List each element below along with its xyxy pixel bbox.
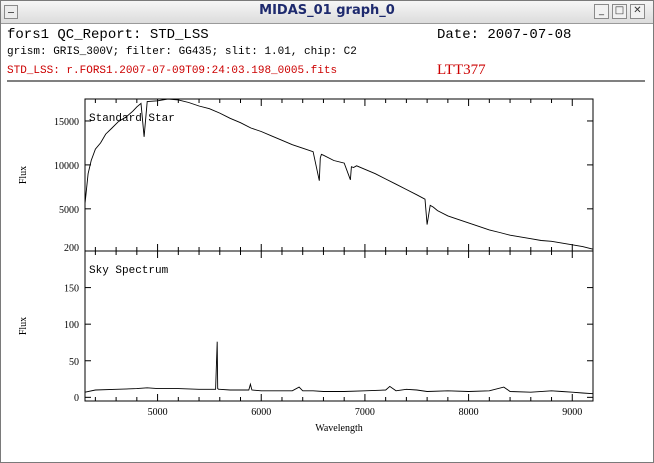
x-tick-label: 6000 [251, 407, 271, 418]
title-bar[interactable]: MIDAS_01 graph_0 _ □ ✕ [1, 1, 653, 24]
y-tick-label: 150 [64, 284, 79, 295]
sky-spectrum-xlabel: Wavelength [315, 423, 363, 434]
sky-spectrum-ylabel: Flux [18, 317, 29, 335]
file-name: STD_LSS: r.FORS1.2007-07-09T09:24:03.198… [7, 65, 338, 77]
plot-canvas: fors1 QC_Report: STD_LSS Date: 2007-07-0… [5, 25, 649, 457]
standard-star-panel: Standard Star Flux 200 5000 10000 15000 [18, 98, 594, 254]
y-tick-label: 15000 [54, 117, 79, 128]
sky-spectrum-panel: Sky Spectrum Flux Wavelength 0 50 100 150 50… [18, 250, 594, 434]
y-tick-label: 100 [64, 320, 79, 331]
sky-spectrum-series [84, 341, 594, 395]
x-tick-label: 8000 [459, 407, 479, 418]
report-title: fors1 QC_Report: STD_LSS [7, 27, 209, 43]
target-name: LTT377 [437, 62, 486, 78]
report-date: Date: 2007-07-08 [437, 27, 572, 43]
window-menu-icon[interactable] [4, 5, 18, 19]
y-tick-label: 200 [64, 243, 79, 254]
x-tick-label: 9000 [562, 407, 582, 418]
x-tick-label: 7000 [355, 407, 375, 418]
close-icon[interactable]: ✕ [630, 4, 645, 19]
y-tick-label: 10000 [54, 161, 79, 172]
y-tick-label: 5000 [59, 205, 79, 216]
standard-star-ylabel: Flux [18, 166, 29, 184]
y-tick-label: 50 [69, 357, 79, 368]
x-tick-label: 5000 [148, 407, 168, 418]
window-title: MIDAS_01 graph_0 [259, 3, 395, 18]
qc-plots: Standard Star Flux 200 5000 10000 15000 Sky… [7, 80, 645, 434]
y-tick-label: 0 [74, 393, 79, 404]
standard-star-series [84, 98, 594, 250]
instrument-setup: grism: GRIS_300V; filter: GG435; slit: 1… [7, 46, 357, 58]
maximize-icon[interactable]: □ [612, 4, 627, 19]
standard-star-title: Standard Star [89, 113, 175, 125]
sky-spectrum-frame [84, 250, 594, 402]
sky-spectrum-title: Sky Spectrum [89, 265, 169, 277]
minimize-icon[interactable]: _ [594, 4, 609, 19]
